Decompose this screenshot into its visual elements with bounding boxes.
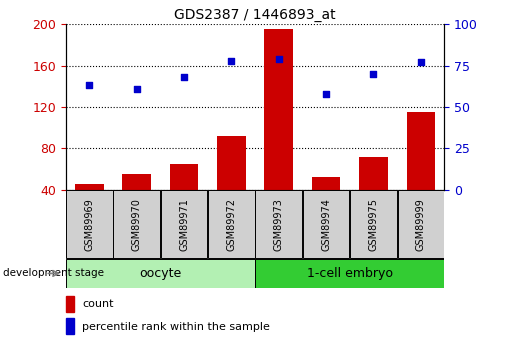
Point (275, 56, 283, 62)
Text: oocyte: oocyte (139, 267, 181, 280)
Bar (217, 136, 245, 190)
Bar (75, 184, 104, 190)
Text: GSM89972: GSM89972 (226, 198, 236, 251)
FancyBboxPatch shape (114, 190, 160, 258)
FancyBboxPatch shape (350, 190, 396, 258)
Point (180, 75, 188, 80)
Bar (66, 318, 74, 334)
Bar (407, 112, 435, 190)
Text: development stage: development stage (3, 268, 104, 278)
Point (133, 86, 141, 91)
Bar (66, 296, 74, 312)
Text: GSM89975: GSM89975 (368, 198, 378, 251)
Bar (312, 177, 340, 190)
Text: GSM89973: GSM89973 (274, 198, 284, 251)
FancyBboxPatch shape (256, 190, 302, 258)
Point (369, 71, 377, 77)
FancyBboxPatch shape (397, 190, 444, 258)
Bar (359, 157, 388, 190)
FancyBboxPatch shape (208, 190, 255, 258)
Bar (123, 174, 151, 190)
FancyBboxPatch shape (161, 190, 207, 258)
FancyBboxPatch shape (66, 259, 255, 288)
Point (417, 59, 425, 65)
Text: GSM89974: GSM89974 (321, 198, 331, 251)
FancyBboxPatch shape (303, 190, 349, 258)
Text: GSM89970: GSM89970 (132, 198, 142, 251)
Title: GDS2387 / 1446893_at: GDS2387 / 1446893_at (174, 8, 336, 22)
FancyBboxPatch shape (255, 259, 444, 288)
Point (227, 58, 235, 63)
Point (85, 83, 93, 88)
Point (322, 91, 330, 97)
Text: count: count (82, 299, 114, 309)
Text: GSM89999: GSM89999 (416, 198, 426, 250)
Text: 1-cell embryo: 1-cell embryo (307, 267, 393, 280)
Text: percentile rank within the sample: percentile rank within the sample (82, 322, 270, 332)
Text: GSM89971: GSM89971 (179, 198, 189, 251)
Bar (170, 164, 198, 190)
FancyBboxPatch shape (66, 190, 113, 258)
Bar (265, 29, 293, 190)
Text: GSM89969: GSM89969 (84, 198, 94, 250)
